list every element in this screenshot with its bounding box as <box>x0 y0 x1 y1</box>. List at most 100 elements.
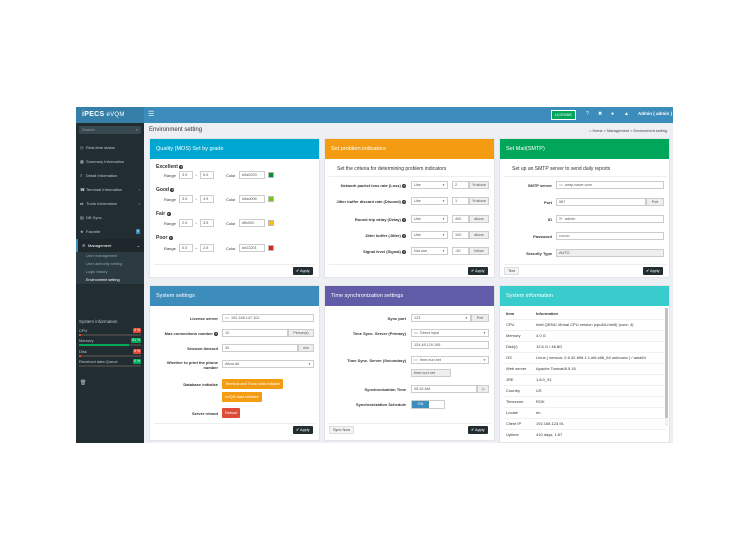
loss-select[interactable]: Use ▼ <box>411 181 448 189</box>
delay-value-input[interactable]: 400 <box>452 215 469 223</box>
good-color-swatch[interactable] <box>268 196 274 202</box>
poor-max-input[interactable]: 2.5 <box>200 244 214 252</box>
sysinfo-key: OS <box>506 355 512 360</box>
help-icon[interactable]: ? <box>402 183 406 188</box>
search-icon[interactable]: ⌕ <box>135 127 138 132</box>
sysinfo-key: Locale <box>506 410 518 415</box>
poor-color-swatch[interactable] <box>268 245 274 251</box>
subnav-user-authority[interactable]: User authority setting <box>76 260 144 268</box>
system-apply-button[interactable]: ✔ Apply <box>293 426 313 434</box>
license-server-input[interactable]: ▭ 192.168.147.102 <box>222 314 314 322</box>
trash-icon[interactable]: 🗑 <box>80 380 87 386</box>
sync-time-input[interactable]: 05:15 AM <box>411 385 477 393</box>
menu-toggle-icon[interactable]: ☰ <box>148 111 155 118</box>
primary-server-input[interactable]: 124.48.120.155 <box>411 341 489 349</box>
excellent-max-input[interactable]: 5.0 <box>200 171 214 179</box>
quality-apply-button[interactable]: ✔ Apply <box>293 267 313 275</box>
chevron-down-icon: ⌄ <box>136 243 140 248</box>
signal-value-input[interactable]: -30 <box>452 247 469 255</box>
reboot-button[interactable]: Reboot <box>222 408 241 418</box>
help-icon[interactable]: ? <box>402 199 406 204</box>
help-icon[interactable]: ? <box>402 249 406 254</box>
smtp-id-input[interactable]: ✉ admin <box>556 215 664 223</box>
meter-bar-queue <box>79 365 141 367</box>
sidebar-item-summary[interactable]: ▦ Summary Information <box>76 155 144 168</box>
help-icon[interactable]: ? <box>214 331 218 336</box>
lock-icon[interactable]: ▲ <box>624 111 629 117</box>
breadcrumb-home[interactable]: Home <box>592 129 603 133</box>
subnav-environment-setting[interactable]: Environment setting <box>76 276 144 284</box>
scrollbar[interactable] <box>665 308 668 426</box>
secondary-server-input[interactable]: time.nuri.net <box>411 369 451 377</box>
discard-select[interactable]: Use ▼ <box>411 197 448 205</box>
sidebar-item-favorite[interactable]: ★ Favorite 5 <box>76 225 144 238</box>
sync-port-select[interactable]: 123 ▼ <box>411 314 471 322</box>
smtp-password-input[interactable]: •••••••• <box>556 232 664 240</box>
signal-select[interactable]: Not use ▼ <box>411 247 448 255</box>
evqm-init-button[interactable]: eVQM data initialize <box>222 392 262 402</box>
subnav-user-management[interactable]: User management <box>76 252 144 260</box>
mail-test-button[interactable]: Test <box>504 267 519 275</box>
logo[interactable]: iPECS eVQM <box>76 107 144 123</box>
license-button[interactable]: LICENSE <box>551 110 576 120</box>
good-color-input[interactable]: #6ad006 <box>239 195 265 203</box>
excellent-color-swatch[interactable] <box>268 172 274 178</box>
jitter-select[interactable]: Use ▼ <box>411 231 448 239</box>
print-phone-select[interactable]: Allow All ▼ <box>222 360 314 368</box>
sidebar-item-dbsync[interactable]: ▤ DB Sync. <box>76 211 144 224</box>
sidebar-item-management[interactable]: ⚙ Management ⌄ <box>76 239 144 252</box>
loss-value-input[interactable]: 2 <box>452 181 469 189</box>
tools-icon[interactable]: ✖ <box>598 111 603 117</box>
breadcrumb-management[interactable]: Management <box>606 129 630 133</box>
good-min-input[interactable]: 3.5 <box>179 195 193 203</box>
good-max-input[interactable]: 3.9 <box>200 195 214 203</box>
terminal-trunk-init-button[interactable]: Terminal and Trunk data initialize <box>222 379 284 389</box>
divider <box>504 176 666 177</box>
problem-apply-button[interactable]: ✔ Apply <box>468 267 488 275</box>
scrollbar-thumb[interactable] <box>665 308 668 418</box>
search-input[interactable]: Search ⌕ <box>79 126 141 134</box>
grade-name-poor: Poor ? <box>156 235 173 241</box>
fair-color-swatch[interactable] <box>268 220 274 226</box>
fair-color-input[interactable]: #ffc000 <box>239 219 265 227</box>
grade-name-fair: Fair ? <box>156 211 171 217</box>
security-type-select[interactable]: AUTO <box>556 249 664 257</box>
help-icon[interactable]: ? <box>179 164 184 169</box>
grade-name-good: Good ? <box>156 187 175 193</box>
subnav-login-history[interactable]: Login history <box>76 268 144 276</box>
discard-value-input[interactable]: 1 <box>452 197 469 205</box>
secondary-server-select[interactable]: ▭ time.nuri.net ▼ <box>411 356 489 364</box>
clock-icon[interactable]: ◷ <box>477 385 489 393</box>
sync-now-button[interactable]: Sync Now <box>329 426 355 434</box>
poor-min-input[interactable]: 0.0 <box>179 244 193 252</box>
delay-select[interactable]: Use ▼ <box>411 215 448 223</box>
help-icon[interactable]: ? <box>586 111 589 117</box>
fair-min-input[interactable]: 2.5 <box>179 219 193 227</box>
mail-apply-button[interactable]: ✔ Apply <box>643 267 663 275</box>
session-timeout-input[interactable]: 30 <box>222 344 298 352</box>
smtp-server-input[interactable]: ▭ smtp.naver.com <box>556 181 664 189</box>
user-icon[interactable]: ● <box>611 111 615 117</box>
poor-color-input[interactable]: #e22201 <box>239 244 265 252</box>
sync-schedule-toggle[interactable]: ON <box>411 400 445 409</box>
discard-unit: % above <box>469 197 489 205</box>
jitter-value-input[interactable]: 100 <box>452 231 469 239</box>
admin-user-menu[interactable]: Admin ( admin ) <box>638 111 672 116</box>
help-icon[interactable]: ? <box>170 187 175 192</box>
help-icon[interactable]: ? <box>402 217 406 222</box>
fair-max-input[interactable]: 3.5 <box>200 219 214 227</box>
sidebar-item-trunk[interactable]: ⇄ Trunk Information ‹ <box>76 197 144 210</box>
table-row: JRE 1.8.0_91 <box>504 374 666 384</box>
max-connections-input[interactable]: 10 <box>222 329 288 337</box>
excellent-color-input[interactable]: #0a9229 <box>239 171 265 179</box>
timesync-apply-button[interactable]: ✔ Apply <box>468 426 488 434</box>
sidebar-item-realtime[interactable]: ◷ Real-time status <box>76 141 144 154</box>
help-icon[interactable]: ? <box>166 211 171 216</box>
sidebar-item-terminal[interactable]: ☎Terminal Information ‹ <box>76 183 144 196</box>
excellent-min-input[interactable]: 3.9 <box>179 171 193 179</box>
sidebar-item-detail[interactable]: ≡ Detail Information <box>76 169 144 182</box>
help-icon[interactable]: ? <box>402 233 406 238</box>
primary-server-select[interactable]: ▭ Direct input ▼ <box>411 329 489 337</box>
smtp-port-input[interactable]: 587 <box>556 198 646 206</box>
help-icon[interactable]: ? <box>168 235 173 240</box>
